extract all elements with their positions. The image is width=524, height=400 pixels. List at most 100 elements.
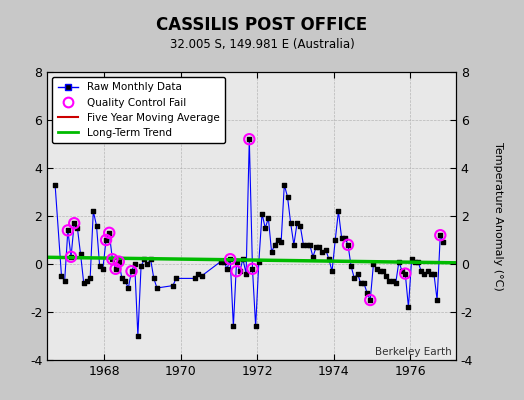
Point bbox=[95, 263, 104, 270]
Point bbox=[252, 323, 260, 330]
Point bbox=[226, 256, 234, 262]
Point bbox=[261, 225, 269, 231]
Point bbox=[134, 333, 142, 339]
Point bbox=[236, 268, 244, 274]
Point bbox=[112, 266, 120, 272]
Point bbox=[64, 227, 72, 234]
Point bbox=[347, 263, 355, 270]
Point bbox=[229, 323, 237, 330]
Point bbox=[153, 285, 161, 291]
Point bbox=[127, 268, 136, 274]
Point bbox=[118, 275, 126, 282]
Point bbox=[220, 258, 228, 265]
Point bbox=[366, 297, 375, 303]
Point bbox=[70, 220, 79, 226]
Point bbox=[417, 268, 425, 274]
Point bbox=[169, 282, 177, 289]
Point bbox=[51, 182, 59, 188]
Text: Berkeley Earth: Berkeley Earth bbox=[375, 347, 452, 357]
Point bbox=[373, 266, 381, 272]
Point bbox=[143, 261, 151, 267]
Point bbox=[398, 268, 406, 274]
Point bbox=[124, 285, 133, 291]
Point bbox=[350, 275, 358, 282]
Point bbox=[322, 246, 330, 253]
Point bbox=[312, 244, 320, 250]
Point bbox=[64, 227, 72, 234]
Point bbox=[115, 258, 123, 265]
Point bbox=[99, 266, 107, 272]
Point bbox=[420, 270, 429, 277]
Point bbox=[290, 242, 298, 248]
Point bbox=[232, 258, 241, 265]
Point bbox=[232, 268, 241, 274]
Point bbox=[77, 251, 85, 258]
Point bbox=[67, 254, 75, 260]
Point bbox=[102, 237, 110, 243]
Point bbox=[223, 266, 231, 272]
Point bbox=[258, 210, 266, 217]
Point bbox=[309, 254, 317, 260]
Point bbox=[334, 208, 343, 214]
Point bbox=[105, 230, 113, 236]
Point bbox=[427, 270, 435, 277]
Point bbox=[363, 290, 372, 296]
Point bbox=[280, 182, 289, 188]
Point bbox=[121, 278, 129, 284]
Point bbox=[401, 270, 409, 277]
Point bbox=[57, 273, 66, 279]
Point bbox=[356, 280, 365, 286]
Point bbox=[433, 297, 441, 303]
Point bbox=[337, 234, 346, 241]
Point bbox=[379, 268, 387, 274]
Point bbox=[296, 222, 304, 229]
Point bbox=[331, 237, 340, 243]
Point bbox=[83, 278, 91, 284]
Text: CASSILIS POST OFFICE: CASSILIS POST OFFICE bbox=[156, 16, 368, 34]
Point bbox=[146, 256, 155, 262]
Point bbox=[404, 304, 412, 310]
Point bbox=[86, 275, 94, 282]
Point bbox=[194, 270, 203, 277]
Point bbox=[198, 273, 206, 279]
Point bbox=[369, 261, 378, 267]
Point bbox=[274, 237, 282, 243]
Point bbox=[436, 232, 444, 238]
Point bbox=[137, 263, 145, 270]
Point bbox=[226, 256, 234, 262]
Point bbox=[385, 278, 394, 284]
Point bbox=[70, 220, 79, 226]
Point bbox=[315, 244, 323, 250]
Point bbox=[366, 297, 375, 303]
Point bbox=[115, 258, 123, 265]
Point bbox=[391, 280, 400, 286]
Point bbox=[382, 273, 390, 279]
Point bbox=[344, 242, 352, 248]
Point bbox=[92, 222, 101, 229]
Point bbox=[277, 239, 285, 246]
Point bbox=[150, 275, 158, 282]
Point bbox=[67, 254, 75, 260]
Point bbox=[242, 270, 250, 277]
Point bbox=[401, 270, 409, 277]
Point bbox=[130, 261, 139, 267]
Point bbox=[408, 256, 416, 262]
Point bbox=[411, 258, 419, 265]
Point bbox=[127, 268, 136, 274]
Point bbox=[325, 256, 333, 262]
Point bbox=[140, 256, 148, 262]
Point bbox=[341, 234, 349, 241]
Point bbox=[287, 220, 295, 226]
Point bbox=[108, 256, 117, 262]
Point bbox=[112, 266, 120, 272]
Point bbox=[248, 266, 257, 272]
Text: 32.005 S, 149.981 E (Australia): 32.005 S, 149.981 E (Australia) bbox=[170, 38, 354, 51]
Point bbox=[60, 278, 69, 284]
Point bbox=[80, 280, 88, 286]
Point bbox=[216, 258, 225, 265]
Point bbox=[172, 275, 180, 282]
Point bbox=[270, 242, 279, 248]
Point bbox=[73, 225, 82, 231]
Point bbox=[439, 239, 447, 246]
Point bbox=[436, 232, 444, 238]
